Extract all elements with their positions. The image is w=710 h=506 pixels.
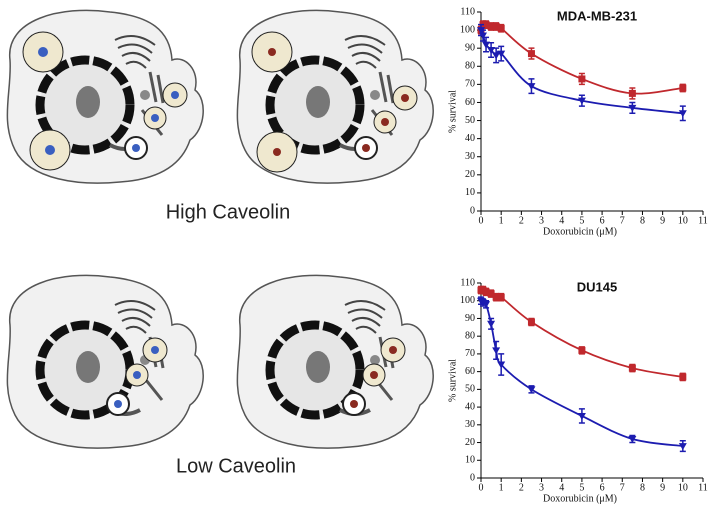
point xyxy=(497,361,506,369)
y-tick-label: 110 xyxy=(460,6,475,17)
x-tick-label: 7 xyxy=(620,215,625,226)
x-tick-label: 10 xyxy=(678,215,688,226)
x-tick-label: 11 xyxy=(698,482,708,493)
x-tick-label: 2 xyxy=(519,482,524,493)
point xyxy=(578,75,586,83)
y-tick-label: 90 xyxy=(465,42,475,53)
y-tick-label: 40 xyxy=(465,133,475,144)
y-axis-label: % survival xyxy=(447,90,458,133)
fit-curve xyxy=(480,300,683,447)
x-axis-label: Doxorubicin (μM) xyxy=(543,493,617,504)
y-axis-label: % survival xyxy=(447,359,458,402)
point xyxy=(492,22,500,30)
point xyxy=(628,89,636,97)
y-tick-label: 10 xyxy=(465,455,475,466)
y-tick-label: 70 xyxy=(465,348,475,359)
y-tick-label: 50 xyxy=(465,115,475,126)
y-tick-label: 30 xyxy=(465,419,475,430)
point xyxy=(678,443,687,451)
point xyxy=(679,84,687,92)
point xyxy=(527,318,535,326)
y-tick-label: 40 xyxy=(465,401,475,412)
point xyxy=(527,83,536,91)
point xyxy=(482,21,490,29)
point xyxy=(487,22,495,30)
point xyxy=(482,301,491,309)
x-axis-label: Doxorubicin (μM) xyxy=(543,226,617,237)
point xyxy=(497,50,506,58)
y-tick-label: 10 xyxy=(465,187,475,198)
chart-title: MDA-MB-231 xyxy=(557,8,637,23)
y-tick-label: 50 xyxy=(465,384,475,395)
point xyxy=(479,32,488,40)
x-tick-label: 4 xyxy=(559,215,564,226)
y-tick-label: 20 xyxy=(465,169,475,180)
y-tick-label: 100 xyxy=(460,24,475,35)
point xyxy=(492,293,500,301)
point xyxy=(678,110,687,118)
y-tick-label: 0 xyxy=(470,205,475,216)
caption: High Caveolin xyxy=(166,201,291,223)
x-tick-label: 8 xyxy=(640,482,645,493)
x-tick-label: 6 xyxy=(600,215,605,226)
caption: Low Caveolin xyxy=(176,455,296,477)
x-tick-label: 2 xyxy=(519,215,524,226)
point xyxy=(487,320,496,328)
y-tick-label: 80 xyxy=(465,330,475,341)
point xyxy=(482,288,490,296)
y-tick-label: 70 xyxy=(465,79,475,90)
y-tick-label: 60 xyxy=(465,366,475,377)
y-tick-label: 0 xyxy=(470,472,475,483)
point xyxy=(577,412,586,420)
x-tick-label: 3 xyxy=(539,482,544,493)
point xyxy=(482,41,491,49)
chart-title: DU145 xyxy=(577,279,617,294)
point xyxy=(527,386,536,394)
y-tick-label: 80 xyxy=(465,61,475,72)
x-tick-label: 5 xyxy=(579,482,584,493)
x-tick-label: 9 xyxy=(660,482,665,493)
point xyxy=(487,290,495,298)
y-tick-label: 90 xyxy=(465,313,475,324)
x-tick-label: 1 xyxy=(499,215,504,226)
point xyxy=(578,346,586,354)
y-tick-label: 20 xyxy=(465,437,475,448)
point xyxy=(577,97,586,105)
x-tick-label: 7 xyxy=(620,482,625,493)
cell-illustrations: High Caveolin Low Caveolin xyxy=(0,0,440,477)
x-tick-label: 9 xyxy=(660,215,665,226)
y-tick-label: 60 xyxy=(465,97,475,108)
point xyxy=(628,364,636,372)
x-tick-label: 6 xyxy=(600,482,605,493)
point xyxy=(527,50,535,58)
x-tick-label: 1 xyxy=(499,482,504,493)
point xyxy=(492,52,501,60)
fit-curve xyxy=(480,289,683,378)
y-tick-label: 30 xyxy=(465,151,475,162)
x-tick-label: 0 xyxy=(479,215,484,226)
point xyxy=(679,373,687,381)
y-tick-label: 100 xyxy=(460,295,475,306)
point xyxy=(497,293,505,301)
x-tick-label: 10 xyxy=(678,482,688,493)
point xyxy=(628,436,637,443)
x-tick-label: 11 xyxy=(698,215,708,226)
x-tick-label: 0 xyxy=(479,482,484,493)
x-tick-label: 4 xyxy=(559,482,564,493)
point xyxy=(487,46,496,54)
point xyxy=(492,347,501,355)
x-tick-label: 5 xyxy=(579,215,584,226)
x-tick-label: 8 xyxy=(640,215,645,226)
point xyxy=(497,24,505,32)
point xyxy=(628,104,637,112)
y-tick-label: 110 xyxy=(460,277,475,288)
x-tick-label: 3 xyxy=(539,215,544,226)
